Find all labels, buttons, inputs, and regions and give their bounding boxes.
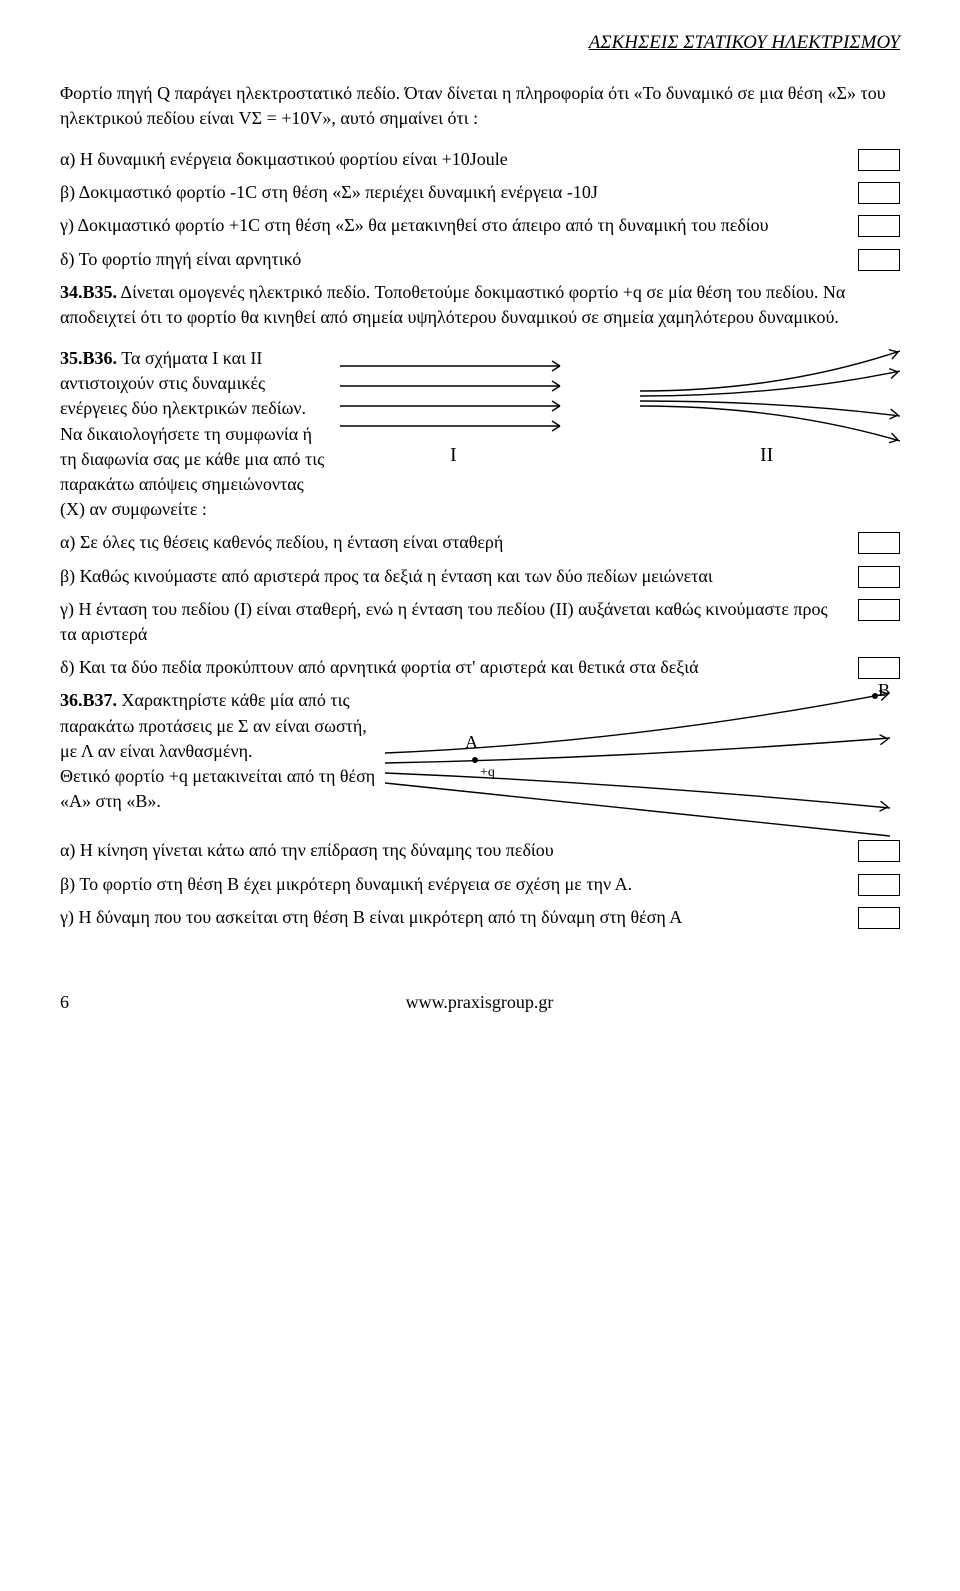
q34-a-text: α) Η δυναμική ενέργεια δοκιμαστικού φορτ… <box>60 147 858 172</box>
charge-label: +q <box>480 765 495 780</box>
b36-c-text: γ) Η ένταση του πεδίου (Ι) είναι σταθερή… <box>60 597 858 647</box>
intro-paragraph: Φορτίο πηγή Q παράγει ηλεκτροστατικό πεδ… <box>60 81 900 131</box>
checkbox[interactable] <box>858 874 900 896</box>
b37-intro: 36.Β37. Χαρακτηρίστε κάθε μία από τις πα… <box>60 688 380 764</box>
fig-two-label: ΙΙ <box>760 444 773 466</box>
b36-intro-text: Τα σχήματα Ι και ΙΙ αντιστοιχούν στις δυ… <box>60 348 324 519</box>
checkbox[interactable] <box>858 215 900 237</box>
q34-d-text: δ) Το φορτίο πηγή είναι αρνητικό <box>60 247 858 272</box>
b36-wrap: 35.Β36. Τα σχήματα Ι και ΙΙ αντιστοιχούν… <box>60 346 900 522</box>
b36-b-text: β) Καθώς κινούμαστε από αριστερά προς τα… <box>60 564 858 589</box>
figure-one: Ι <box>340 361 560 466</box>
q34-row-d: δ) Το φορτίο πηγή είναι αρνητικό <box>60 247 900 272</box>
q34-b-text: β) Δοκιμαστικό φορτίο -1C στη θέση «Σ» π… <box>60 180 858 205</box>
b36-a-text: α) Σε όλες τις θέσεις καθενός πεδίου, η … <box>60 530 858 555</box>
b36-row-d: δ) Και τα δύο πεδία προκύπτουν από αρνητ… <box>60 655 900 680</box>
b37-row-b: β) Το φορτίο στη θέση Β έχει μικρότερη δ… <box>60 872 900 897</box>
b35-paragraph: 34.Β35. Δίνεται ομογενές ηλεκτρικό πεδίο… <box>60 280 900 330</box>
figure-two: ΙΙ <box>640 347 900 466</box>
page-header: ΑΣΚΗΣΕΙΣ ΣΤΑΤΙΚΟΥ ΗΛΕΚΤΡΙΣΜΟΥ <box>60 30 900 57</box>
page-footer: 6 www.praxisgroup.gr <box>60 990 900 1015</box>
b37-b-text: β) Το φορτίο στη θέση Β έχει μικρότερη δ… <box>60 872 858 897</box>
checkbox[interactable] <box>858 532 900 554</box>
q34-c-text: γ) Δοκιμαστικό φορτίο +1C στη θέση «Σ» θ… <box>60 213 858 238</box>
checkbox[interactable] <box>858 840 900 862</box>
b37-line2: Θετικό φορτίο +q μετακινείται από τη θέσ… <box>60 764 380 814</box>
b37-row-a: α) Η κίνηση γίνεται κάτω από την επίδρασ… <box>60 838 900 863</box>
b36-intro: 35.Β36. Τα σχήματα Ι και ΙΙ αντιστοιχούν… <box>60 346 330 522</box>
checkbox[interactable] <box>858 657 900 679</box>
q34-row-b: β) Δοκιμαστικό φορτίο -1C στη θέση «Σ» π… <box>60 180 900 205</box>
checkbox[interactable] <box>858 182 900 204</box>
page-number: 6 <box>60 990 69 1015</box>
q34-row-a: α) Η δυναμική ενέργεια δοκιμαστικού φορτ… <box>60 147 900 172</box>
q34-row-c: γ) Δοκιμαστικό φορτίο +1C στη θέση «Σ» θ… <box>60 213 900 238</box>
intro-text: Φορτίο πηγή Q παράγει ηλεκτροστατικό πεδ… <box>60 83 886 128</box>
b37-wrap: 36.Β37. Χαρακτηρίστε κάθε μία από τις πα… <box>60 688 900 838</box>
fig-one-label: Ι <box>450 444 457 466</box>
b37-c-text: γ) Η δύναμη που του ασκείται στη θέση Β … <box>60 905 858 930</box>
footer-url: www.praxisgroup.gr <box>406 990 554 1015</box>
b36-d-text: δ) Και τα δύο πεδία προκύπτουν από αρνητ… <box>60 655 858 680</box>
b36-field-lines-svg: Ι ΙΙ <box>340 346 900 486</box>
b37-label: 36.Β37. <box>60 690 117 710</box>
b35-label: 34.Β35. <box>60 282 117 302</box>
b36-row-a: α) Σε όλες τις θέσεις καθενός πεδίου, η … <box>60 530 900 555</box>
b37-a-text: α) Η κίνηση γίνεται κάτω από την επίδρασ… <box>60 838 858 863</box>
b37-row-c: γ) Η δύναμη που του ασκείται στη θέση Β … <box>60 905 900 930</box>
point-b-label: Β <box>878 678 890 703</box>
b36-row-b: β) Καθώς κινούμαστε από αριστερά προς τα… <box>60 564 900 589</box>
checkbox[interactable] <box>858 249 900 271</box>
b36-label: 35.Β36. <box>60 348 117 368</box>
b37-field-lines-svg: Α +q <box>380 688 900 838</box>
b36-figures: Ι ΙΙ <box>340 346 900 486</box>
point-a-label: Α <box>465 732 478 752</box>
b36-row-c: γ) Η ένταση του πεδίου (Ι) είναι σταθερή… <box>60 597 900 647</box>
checkbox[interactable] <box>858 566 900 588</box>
checkbox[interactable] <box>858 149 900 171</box>
b37-figure: Β Α +q <box>380 688 900 838</box>
checkbox[interactable] <box>858 599 900 621</box>
checkbox[interactable] <box>858 907 900 929</box>
b35-text: Δίνεται ομογενές ηλεκτρικό πεδίο. Τοποθε… <box>60 282 845 327</box>
